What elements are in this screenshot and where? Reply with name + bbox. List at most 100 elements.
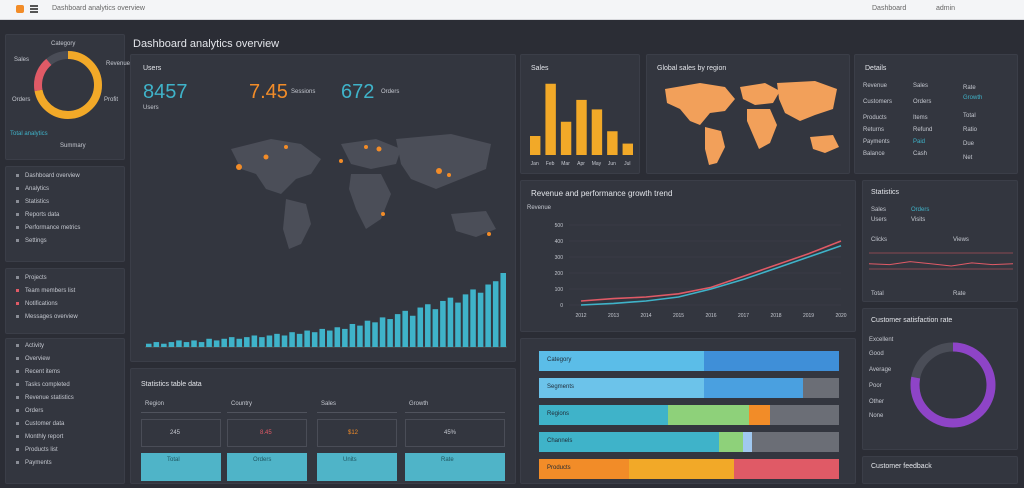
stat-action-button[interactable]: Orders [227,453,307,481]
activity-bar [379,317,386,347]
nav-item[interactable]: Activity [16,343,44,349]
stacked-bar[interactable]: Channels [539,432,839,452]
nav-item[interactable]: Monthly report [16,434,63,440]
satisfaction-panel: Customer satisfaction rate Excellent Goo… [862,308,1018,450]
growth-line-subtitle: Revenue [527,205,552,211]
y-tick-label: 100 [555,287,564,293]
sales-bar [530,136,541,155]
stacked-segment [704,351,839,371]
nav-item[interactable]: Team members list [16,288,75,294]
stat-action-button[interactable]: Total [141,453,221,481]
activity-bar [470,289,476,347]
kpi-value-1: 8457 [143,81,188,103]
stacked-segment [770,405,839,425]
sales-bar-label: Jul [624,161,630,167]
satisfaction-label: Average [869,367,892,373]
growth-line-chart: 500 400 300 200 100 0 2012 2013 2014 2015 2016 2017… [555,223,847,319]
nav-item[interactable]: Orders [16,408,43,414]
activity-bar [198,342,205,347]
x-tick-label: 2015 [673,313,684,319]
activity-bar [259,337,265,347]
stacked-bar[interactable]: Segments [539,378,839,398]
details-table-panel: Details Revenue Sales Growth Customers O… [854,54,1018,174]
satisfaction-label: Other [869,399,885,405]
nav-item[interactable]: Payments [16,460,52,466]
satisfaction-title: Customer satisfaction rate [871,317,953,324]
world-map-dark [231,134,496,249]
left-donut-panel: Category Sales Revenue Orders Profit Tot… [5,34,130,160]
sales-bar-label: Jun [608,161,616,167]
world-sales-title: Global sales by region [657,65,727,72]
nav-item[interactable]: Customer data [16,421,64,427]
activity-bar [357,325,363,347]
app-logo-icon[interactable] [16,5,24,13]
activity-bar [327,330,333,347]
table-cell: Customers [863,99,893,105]
stacked-bar-label: Category [547,357,572,363]
activity-bar [417,307,424,347]
statistics-title: Statistics table data [141,381,202,388]
nav-item[interactable]: Revenue statistics [16,395,74,401]
table-cell: Sales [913,83,929,89]
user-menu[interactable]: admin [936,5,956,12]
nav-item[interactable]: Recent items [16,369,60,375]
nav-item[interactable]: Notifications [16,301,58,307]
menu-icon[interactable] [30,5,38,13]
activity-bar [244,337,250,347]
feedback-panel: Customer feedback [862,456,1018,484]
stacked-bar-label: Segments [547,384,575,390]
activity-bar [334,327,341,347]
nav-item[interactable]: Overview [16,356,50,362]
sales-bar-label: Jan [531,161,539,167]
table-cell: Net [963,155,973,161]
activity-bar [168,342,175,347]
table-cell: Orders [913,99,932,105]
right-stats-item: Views [953,237,969,243]
stacked-segment [803,378,839,398]
stacked-bar[interactable]: Regions [539,405,839,425]
statistics-panel: Statistics table data Region Country Sal… [130,368,516,484]
stacked-segment [734,459,839,479]
stacked-segment [704,378,803,398]
dashboard-link[interactable]: Dashboard [872,5,907,12]
table-cell: Returns [863,127,885,133]
donut-segment-secondary [34,51,102,119]
nav-item[interactable]: Products list [16,447,58,453]
world-map-orange [665,81,839,165]
nav-item[interactable]: Messages overview [16,314,78,320]
left-nav-panel-2: Projects Team members list Notifications… [5,268,125,334]
stacked-bar[interactable]: Category [539,351,839,371]
sales-bar-label: Feb [546,161,555,167]
nav-item[interactable]: Reports data [16,212,59,218]
stat-action-button[interactable]: Rate [405,453,505,481]
sales-bar-label: Mar [561,161,570,167]
stacked-bar[interactable]: Products [539,459,839,479]
stat-column-header: Region [141,399,221,413]
satisfaction-label: Poor [869,383,882,389]
nav-item[interactable]: Performance metrics [16,225,80,231]
nav-item[interactable]: Tasks completed [16,382,70,388]
nav-item[interactable]: Analytics [16,186,49,192]
right-stats-item: Sales [871,207,887,213]
nav-item[interactable]: Statistics [16,199,49,205]
satisfaction-label: Good [869,351,884,357]
activity-bar [228,337,235,347]
stacked-segment [539,405,668,425]
growth-line-title: Revenue and performance growth trend [531,189,673,198]
nav-item[interactable]: Dashboard overview [16,173,80,179]
stat-action-button[interactable]: Units [317,453,397,481]
sales-bar [591,109,603,155]
stacked-bar-label: Products [547,465,571,471]
activity-bar [274,333,280,347]
stat-column-header: Growth [405,399,505,413]
activity-bar [477,292,484,347]
activity-bar [176,340,182,347]
nav-item[interactable]: Projects [16,275,47,281]
stacked-bar-label: Regions [547,411,570,417]
satisfaction-label: None [869,413,884,419]
sales-bar [576,99,587,155]
y-tick-label: 200 [555,271,564,277]
activity-bar [296,333,303,347]
left-donut-chart [34,51,102,119]
nav-item[interactable]: Settings [16,238,47,244]
